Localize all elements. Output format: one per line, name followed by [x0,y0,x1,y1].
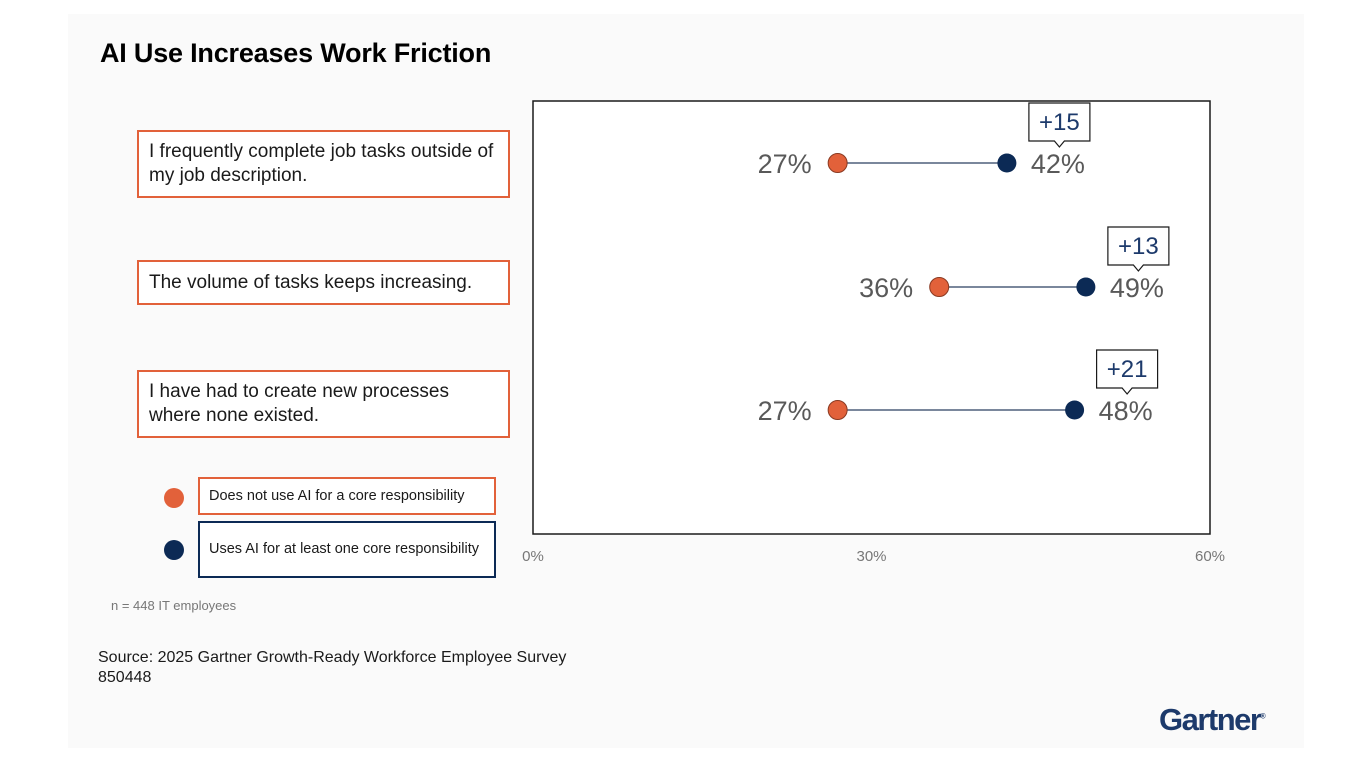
no-ai-value-label: 27% [758,396,812,426]
difference-callout-box [1028,102,1091,148]
uses-ai-point [997,153,1017,173]
uses-ai-value-label: 49% [1110,273,1164,303]
legend-dot-no-ai [164,488,184,508]
difference-label: +15 [1039,109,1080,136]
uses-ai-point [1065,400,1085,420]
chart-title: AI Use Increases Work Friction [100,38,492,68]
sample-size-note: n = 448 IT employees [111,598,237,613]
difference-label: +13 [1118,233,1159,260]
legend-dot-uses-ai [164,540,184,560]
uses-ai-point [1076,277,1096,297]
uses-ai-value-label: 48% [1099,396,1153,426]
legend-label-no-ai: Does not use AI for a core responsibilit… [198,477,496,515]
category-label-3: I have had to create new processes where… [137,370,510,438]
category-label-2: The volume of tasks keeps increasing. [137,260,510,305]
source-line-1: Source: 2025 Gartner Growth-Ready Workfo… [98,649,567,666]
legend-label-uses-ai: Uses AI for at least one core responsibi… [198,521,496,578]
gartner-logo: Gartner® [1159,702,1266,737]
category-label-1: I frequently complete job tasks outside … [137,130,510,198]
difference-callout-box [1107,226,1170,272]
x-tick-label: 30% [856,548,886,565]
difference-callout-box [1096,349,1159,395]
logo-text: Gartner [1159,702,1262,737]
no-ai-value-label: 27% [758,149,812,179]
no-ai-point [827,400,848,420]
source-note: Source: 2025 Gartner Growth-Ready Workfo… [98,648,566,688]
no-ai-point [929,277,950,297]
x-tick-label: 0% [522,548,544,565]
no-ai-value-label: 36% [859,273,913,303]
plot-area-frame [532,100,1211,535]
x-tick-label: 60% [1195,548,1225,565]
source-line-2: 850448 [98,669,152,686]
uses-ai-value-label: 42% [1031,149,1085,179]
difference-label: +21 [1107,356,1148,383]
no-ai-point [827,153,848,173]
